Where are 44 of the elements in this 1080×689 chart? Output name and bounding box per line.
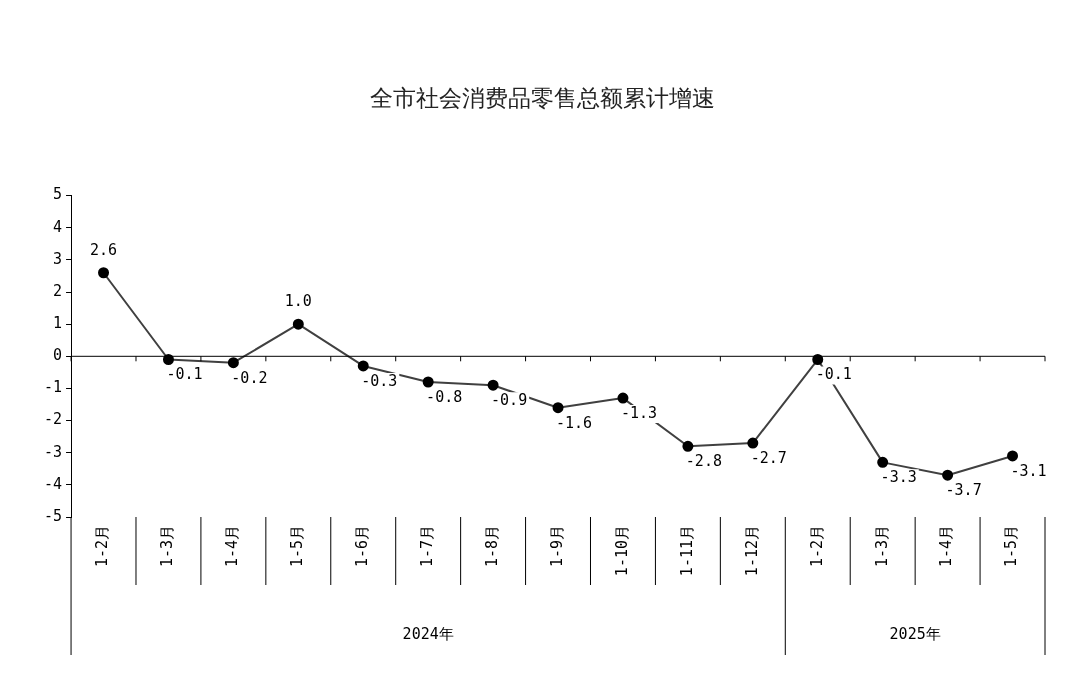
y-tick-label: -4 (44, 474, 63, 493)
x-tick-label: 1-9月 (547, 525, 566, 568)
data-label: -0.9 (491, 391, 528, 410)
x-tick-label: 1-4月 (223, 525, 242, 568)
x-tick-label: 1-10月 (612, 525, 631, 577)
y-tick-label: 1 (53, 314, 63, 333)
data-label: 2.6 (89, 240, 118, 259)
text: 2025年 (889, 624, 941, 643)
x-tick-label: 1-4月 (937, 525, 956, 568)
data-label: -0.1 (815, 365, 852, 384)
data-label: -2.8 (685, 452, 722, 471)
y-tick-label: 5 (53, 185, 63, 204)
data-label: -0.2 (231, 368, 268, 387)
x-tick-label: 1-11月 (677, 525, 696, 577)
x-tick-label: 1-7月 (418, 525, 437, 568)
x-tick-label: 1-2月 (807, 525, 826, 568)
x-tick-label: 1-8月 (482, 525, 501, 568)
y-tick-label: 2 (53, 281, 63, 300)
x-tick-label: 1-3月 (158, 525, 177, 568)
x-tick-label: 1-3月 (872, 525, 891, 568)
y-tick-label: 0 (53, 346, 63, 365)
data-label: -3.3 (880, 468, 917, 487)
x-tick-label: 1-2月 (93, 525, 112, 568)
y-tick-label: 4 (53, 217, 63, 236)
x-tick-label: 1-5月 (288, 525, 307, 568)
x-tick-label: 1-5月 (1002, 525, 1021, 568)
text: 2024年 (402, 624, 454, 643)
data-label: -3.7 (945, 481, 982, 500)
y-tick-label: -2 (44, 410, 63, 429)
y-tick-label: -3 (44, 442, 63, 461)
y-tick-label: -1 (44, 378, 63, 397)
data-label: -1.6 (555, 413, 593, 432)
x-tick-label: 1-6月 (353, 525, 372, 568)
x-tick-label: 1-12月 (742, 525, 761, 577)
data-label: -0.8 (426, 387, 463, 406)
data-label: -0.1 (166, 365, 203, 384)
y-tick-label: 3 (53, 249, 63, 268)
data-label: 1.0 (284, 292, 312, 311)
data-label: -1.3 (620, 403, 658, 422)
y-tick-label: -5 (44, 506, 63, 525)
data-label: -2.7 (750, 448, 787, 467)
data-label: -0.3 (361, 371, 398, 390)
data-label: -3.1 (1010, 461, 1047, 480)
chart-title: 全市社会消费品零售总额累计增速 (370, 84, 715, 111)
